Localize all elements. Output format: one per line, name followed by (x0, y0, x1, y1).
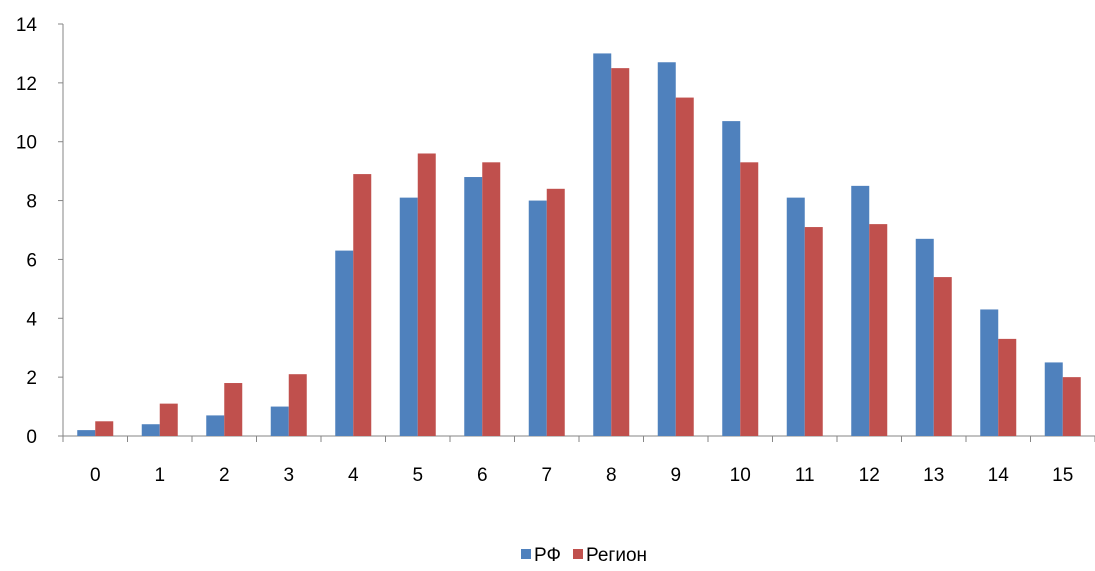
bar (288, 374, 307, 436)
bar (804, 227, 823, 436)
bar (270, 406, 289, 436)
legend: РФ Регион (521, 545, 647, 566)
bar (159, 403, 178, 436)
x-tick-label: 10 (730, 465, 751, 486)
bar (675, 97, 694, 437)
x-tick-label: 15 (1052, 465, 1073, 486)
bar (141, 424, 160, 436)
x-tick-label: 14 (988, 465, 1010, 486)
legend-label: РФ (534, 545, 561, 566)
legend-item: Регион (573, 545, 647, 566)
y-axis: 0 2 4 6 8 10 12 14 (16, 15, 64, 448)
y-tick-label: 4 (26, 309, 37, 330)
bar (851, 185, 870, 436)
y-tick-label: 14 (16, 15, 38, 36)
y-tick-label: 6 (26, 250, 37, 271)
bar (95, 421, 114, 436)
y-tick-label: 10 (16, 133, 37, 154)
legend-label: Регион (586, 545, 647, 566)
legend-swatch (573, 549, 583, 559)
bar (998, 338, 1017, 436)
x-tick-label: 12 (859, 465, 880, 486)
x-tick-label: 5 (412, 465, 423, 486)
bar (915, 238, 934, 436)
x-tick-label: 7 (541, 465, 552, 486)
bar (353, 174, 372, 437)
x-tick-label: 0 (90, 465, 101, 486)
x-tick-label: 11 (795, 465, 815, 486)
bar (399, 197, 418, 436)
bar (482, 162, 501, 437)
x-tick-label: 6 (477, 465, 488, 486)
bar (786, 197, 805, 436)
bar (464, 177, 483, 436)
x-tick-label: 13 (923, 465, 944, 486)
bar (611, 68, 630, 437)
x-tick-label: 1 (154, 465, 165, 486)
y-tick-label: 12 (16, 74, 37, 95)
bars (77, 53, 1081, 437)
bar (1062, 377, 1081, 436)
bar (933, 277, 952, 436)
y-tick-label: 2 (26, 368, 37, 389)
bar (528, 200, 547, 436)
bar (546, 188, 565, 436)
bar (593, 53, 612, 437)
bar (77, 430, 96, 436)
legend-swatch (521, 549, 531, 559)
series-0 (77, 53, 1063, 437)
bar (206, 415, 225, 436)
y-tick-label: 0 (26, 427, 37, 448)
x-tick-label: 8 (606, 465, 617, 486)
bar (980, 309, 999, 436)
legend-item: РФ (521, 545, 561, 566)
bar (722, 121, 741, 436)
bar (417, 153, 436, 436)
x-tick-label: 3 (283, 465, 294, 486)
bar (224, 383, 243, 436)
series-1 (95, 68, 1081, 437)
bar (335, 250, 354, 436)
bar (1044, 362, 1063, 436)
x-axis: 0 1 2 3 4 5 6 7 8 9 10 11 12 13 14 15 (62, 435, 1095, 486)
y-tick-label: 8 (26, 192, 37, 213)
x-tick-label: 2 (219, 465, 230, 486)
bar (869, 224, 888, 436)
bar (657, 62, 676, 436)
x-tick-label: 9 (670, 465, 681, 486)
bar (740, 162, 759, 437)
x-tick-label: 4 (348, 465, 359, 486)
